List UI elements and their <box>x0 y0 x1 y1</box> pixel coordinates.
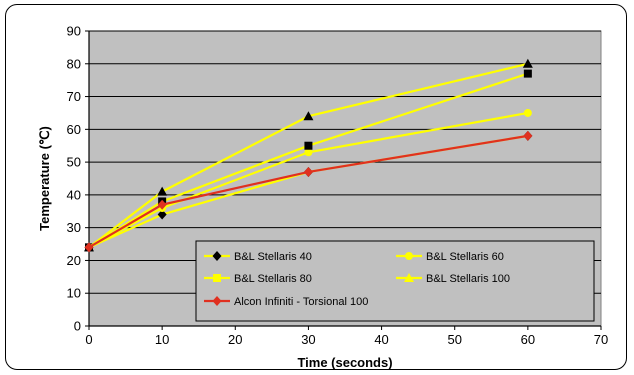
series-4 <box>84 130 533 253</box>
data-point <box>304 148 313 157</box>
x-tick-label: 30 <box>301 332 315 347</box>
legend-marker <box>405 252 413 260</box>
y-axis-title: Temperature (℃) <box>37 126 52 231</box>
legend-marker <box>213 274 221 282</box>
legend-marker <box>404 273 414 282</box>
y-tick-label: 80 <box>67 56 81 71</box>
legend-label: B&L Stellaris 80 <box>234 273 312 285</box>
legend-item: B&L Stellaris 40 <box>204 251 312 263</box>
y-tick-label: 50 <box>67 155 81 170</box>
y-tick-label: 90 <box>67 24 81 39</box>
y-tick-label: 0 <box>74 319 81 334</box>
x-tick-label: 60 <box>521 332 535 347</box>
x-tick-label: 10 <box>155 332 169 347</box>
legend-marker <box>212 251 222 261</box>
x-tick-label: 40 <box>374 332 388 347</box>
legend-label: Alcon Infiniti - Torsional 100 <box>234 296 368 308</box>
legend: B&L Stellaris 40 B&L Stellaris 60 B&L Stel… <box>195 240 595 322</box>
data-point <box>157 209 167 220</box>
y-tick-label: 20 <box>67 253 81 268</box>
legend-marker <box>212 296 222 306</box>
y-tick-label: 10 <box>67 286 81 301</box>
data-point <box>84 242 94 253</box>
y-tick-label: 70 <box>67 89 81 104</box>
legend-label: B&L Stellaris 40 <box>234 251 312 263</box>
data-point <box>523 108 532 117</box>
data-point <box>157 199 167 210</box>
legend-item: Alcon Infiniti - Torsional 100 <box>204 296 368 308</box>
data-point <box>304 141 313 150</box>
x-axis-ticks: 0 10 20 30 40 50 60 70 <box>85 325 608 347</box>
series-line <box>88 134 529 249</box>
legend-label: B&L Stellaris 100 <box>426 273 510 285</box>
series-line <box>88 111 529 249</box>
data-point <box>523 130 533 141</box>
data-point <box>523 69 532 78</box>
x-tick-label: 20 <box>228 332 242 347</box>
data-point <box>303 111 314 121</box>
series-line <box>88 62 529 249</box>
series-line <box>88 72 529 249</box>
x-tick-label: 70 <box>594 332 608 347</box>
data-point <box>522 58 533 68</box>
data-point <box>157 186 168 196</box>
data-point <box>303 166 313 177</box>
x-tick-label: 0 <box>85 332 92 347</box>
legend-box <box>195 240 595 322</box>
y-tick-label: 30 <box>67 220 81 235</box>
x-axis-title: Time (seconds) <box>297 355 392 370</box>
legend-item: B&L Stellaris 100 <box>396 273 510 285</box>
y-axis-ticks: 0 10 20 30 40 50 60 70 80 90 <box>67 24 90 334</box>
legend-item: B&L Stellaris 60 <box>396 251 504 263</box>
legend-label: B&L Stellaris 60 <box>426 251 504 263</box>
legend-item: B&L Stellaris 80 <box>204 273 312 285</box>
series-group <box>84 58 533 253</box>
y-tick-label: 40 <box>67 187 81 202</box>
y-tick-label: 60 <box>67 122 81 137</box>
x-tick-label: 50 <box>447 332 461 347</box>
